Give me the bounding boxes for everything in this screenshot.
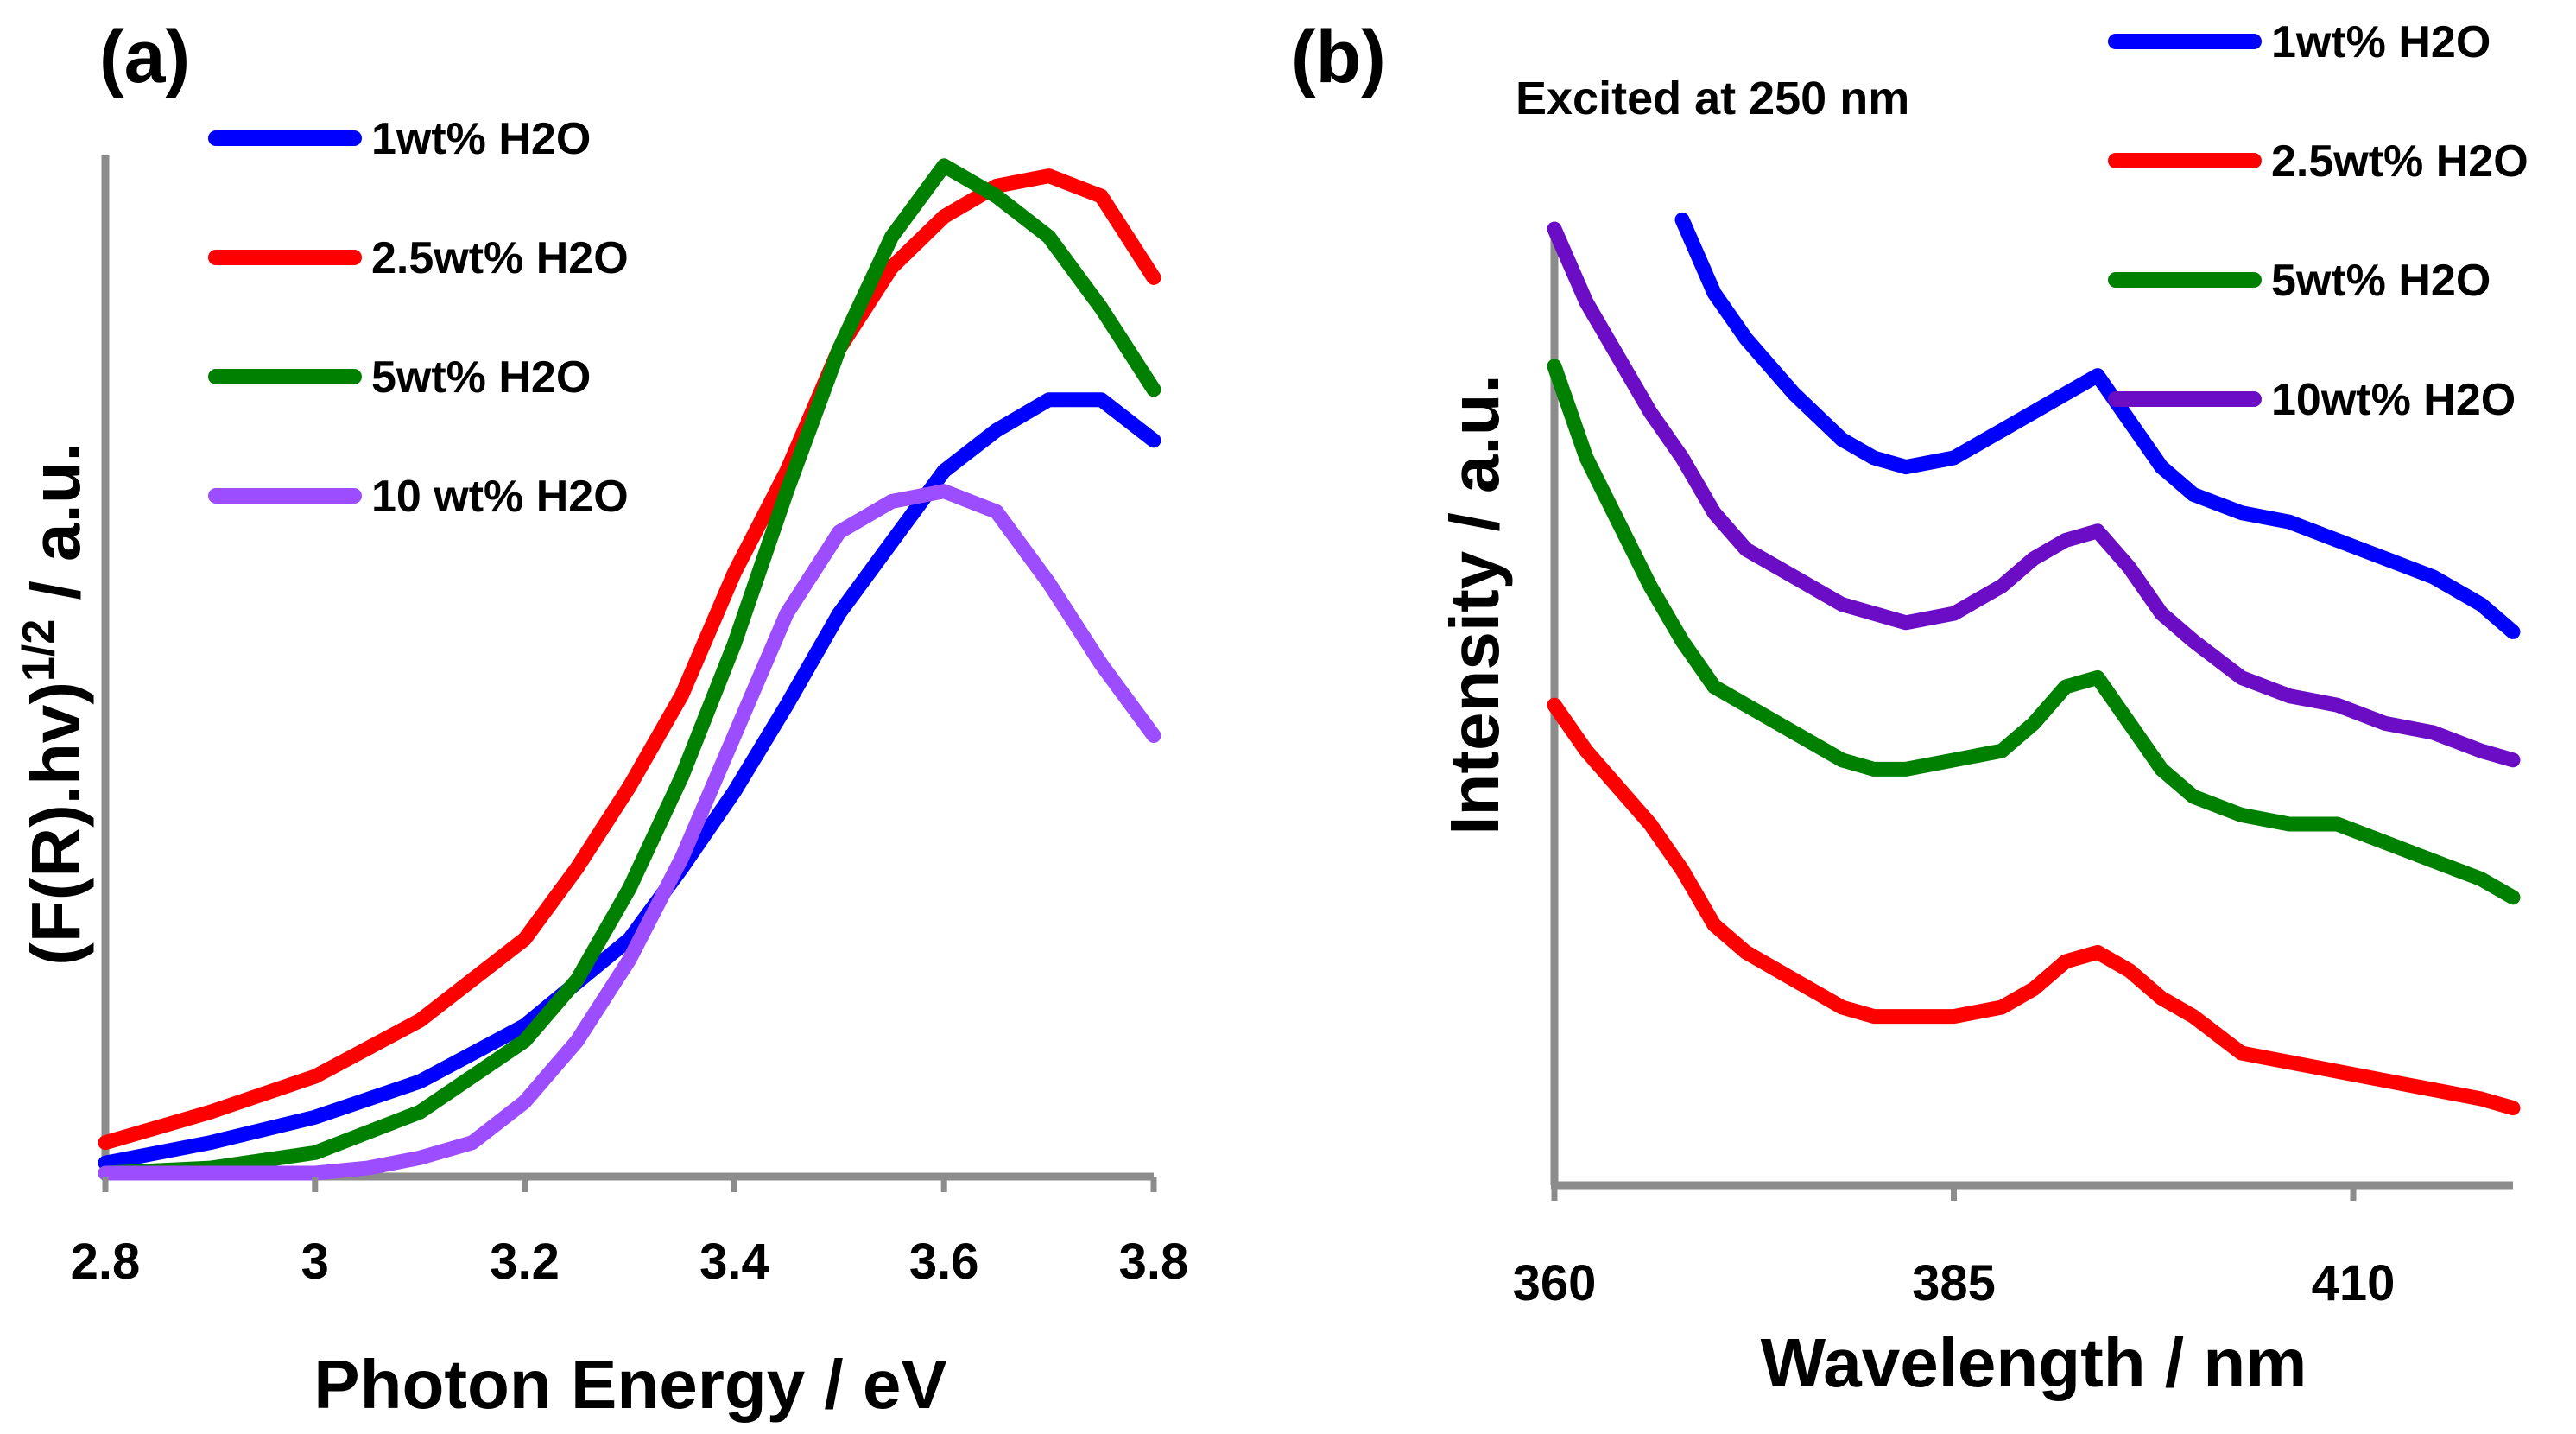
panel-b-series-5wt-h2o [1547, 358, 2521, 905]
panel-a-y-axis-title-sup: 1/2 [14, 619, 64, 682]
panel-a-x-tick-label: 2.8 [71, 1234, 141, 1290]
panel-b-chart: 360 385 410 1wt% H2O 2.5wt% H2O 5wt% H2O 10wt… [1436, 17, 2529, 1401]
panel-a-series-10-wt-h2o [98, 484, 1161, 1181]
panel-a-legend-label: 5wt% H2O [371, 352, 591, 403]
panel-b-series-2-5wt-h2o [1547, 697, 2521, 1116]
panel-a-legend-label: 10 wt% H2O [371, 472, 629, 522]
panel-a-x-axis-title: Photon Energy / eV [313, 1346, 946, 1423]
panel-b-series-1wt-h2o [1674, 212, 2521, 639]
panel-b-series-group [1547, 212, 2521, 1116]
panel-b-series-10wt-h2o [1547, 221, 2521, 768]
panel-a-x-ticks: 2.8 3 3.2 3.4 3.6 3.8 [71, 1177, 1189, 1290]
panel-b-x-axis-title: Wavelength / nm [1761, 1324, 2307, 1401]
panel-a-legend-label: 1wt% H2O [371, 114, 591, 164]
panel-a-legend: 1wt% H2O 2.5wt% H2O 5wt% H2O 10 wt% H2O [208, 114, 629, 522]
panel-b-legend-label: 1wt% H2O [2271, 17, 2491, 67]
panel-b-x-tick-label: 360 [1513, 1255, 1597, 1311]
panel-b-axes [1550, 229, 2513, 1190]
panel-b-legend-label: 5wt% H2O [2271, 256, 2491, 306]
panel-a-legend-label: 2.5wt% H2O [371, 233, 629, 283]
panel-b-label: (b) [1291, 16, 1386, 98]
panel-b-x-tick-label: 410 [2312, 1255, 2396, 1311]
panel-b-y-axis-title: Intensity / a.u. [1436, 374, 1513, 834]
panel-b-annotation: Excited at 250 nm [1516, 73, 1909, 124]
panel-b-legend-label: 10wt% H2O [2271, 375, 2516, 425]
panel-a-y-axis-title-main: (F(R).hv) [17, 682, 94, 966]
panel-a-y-axis-title-tail: / a.u. [17, 442, 94, 619]
panel-a-series-group [98, 158, 1161, 1181]
panel-a-series-1wt-h2o [98, 392, 1161, 1171]
panel-a-x-tick-label: 3.2 [490, 1234, 560, 1290]
panel-a-label: (a) [99, 16, 190, 98]
panel-a-x-tick-label: 3.8 [1119, 1234, 1189, 1290]
panel-b-legend: 1wt% H2O 2.5wt% H2O 5wt% H2O 10wt% H2O [2108, 17, 2529, 425]
panel-a-x-tick-label: 3 [301, 1234, 329, 1290]
panel-b-x-tick-label: 385 [1912, 1255, 1996, 1311]
panel-a-x-tick-label: 3.4 [699, 1234, 769, 1290]
panel-a-y-axis-title: (F(R).hv)1/2 / a.u. [14, 442, 94, 966]
panel-b-legend-label: 2.5wt% H2O [2271, 136, 2529, 187]
panel-b-x-ticks: 360 385 410 [1513, 1185, 2396, 1311]
panel-a-x-tick-label: 3.6 [909, 1234, 979, 1290]
panel-a-axes [101, 155, 1154, 1181]
panel-a-series-2-5wt-h2o [98, 168, 1161, 1151]
panel-a-series-5wt-h2o [98, 158, 1161, 1181]
panel-a-chart: 2.8 3 3.2 3.4 3.6 3.8 1wt% H2O 2.5wt% H2O 5wt% … [14, 114, 1188, 1423]
